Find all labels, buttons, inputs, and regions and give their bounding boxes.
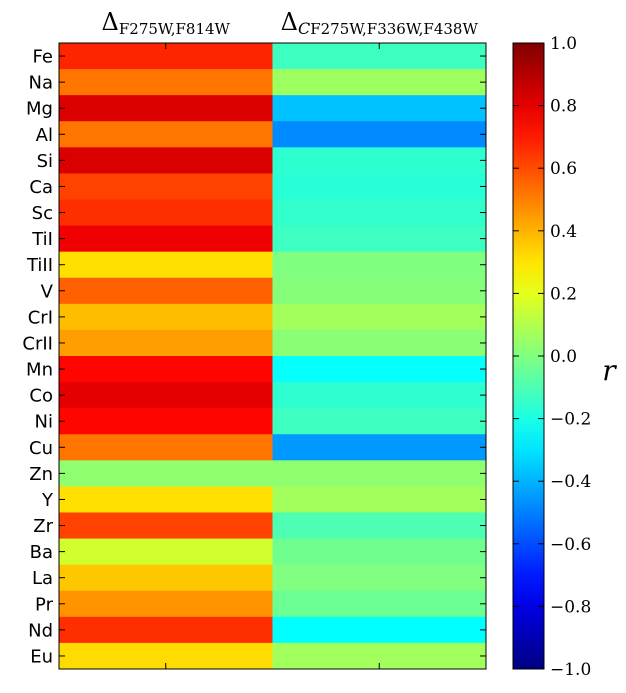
heatmap-cell-la-0 xyxy=(59,564,273,592)
row-label-crii: CrII xyxy=(22,333,53,354)
heatmap-cell-sc-0 xyxy=(59,199,273,227)
heatmap-cell-mn-1 xyxy=(272,356,487,383)
heatmap-cell-ba-1 xyxy=(272,538,487,566)
row-label-y: Y xyxy=(41,490,54,511)
heatmap-cell-tiii-0 xyxy=(59,251,273,279)
column-header-subscript: F275W,F814W xyxy=(119,20,231,38)
column-headers: ΔF275W,F814W ΔCF275W,F336W,F438W xyxy=(102,8,479,38)
row-label-ni: Ni xyxy=(35,412,53,433)
heatmap-cell-tii-1 xyxy=(272,225,487,253)
colorbar-tick-label: 0.4 xyxy=(550,222,577,242)
colorbar-tick-label: 0.2 xyxy=(550,284,577,304)
row-label-v: V xyxy=(41,281,54,302)
column-header-symbol: Δ xyxy=(281,8,298,36)
row-label-zn: Zn xyxy=(29,464,53,485)
column-header-symbol: Δ xyxy=(102,8,119,36)
row-label-al: Al xyxy=(36,125,53,146)
heatmap-cell-zn-0 xyxy=(59,460,273,487)
row-label-cu: Cu xyxy=(29,438,53,459)
row-labels: Fe Na Mg Al Si Ca Sc TiI TiII V CrI CrII Mn Co Ni Cu Zn Y… xyxy=(22,47,54,668)
colorbar-tick-label: 0.8 xyxy=(550,97,577,117)
row-label-zr: Zr xyxy=(33,516,53,537)
heatmap-cell-mn-0 xyxy=(59,356,273,383)
row-label-sc: Sc xyxy=(32,203,53,224)
row-label-tiii: TiII xyxy=(26,255,53,276)
heatmap-cell-zr-1 xyxy=(272,512,487,540)
column-header-0: ΔF275W,F814W xyxy=(102,8,231,38)
row-label-nd: Nd xyxy=(28,620,53,641)
row-label-ba: Ba xyxy=(30,542,53,563)
heatmap-cell-si-1 xyxy=(272,147,487,174)
row-label-na: Na xyxy=(29,73,54,94)
heatmap-cell-pr-1 xyxy=(272,590,487,618)
colorbar-tick-label: −0.2 xyxy=(550,410,591,430)
row-label-pr: Pr xyxy=(35,594,54,615)
heatmap-cell-v-1 xyxy=(272,277,487,305)
colorbar-tick-label: −0.6 xyxy=(550,535,591,555)
row-label-la: La xyxy=(32,568,53,589)
heatmap-cell-ca-0 xyxy=(59,173,273,200)
heatmap-cell-zr-0 xyxy=(59,512,273,540)
heatmap-cell-cri-0 xyxy=(59,303,273,331)
heatmap-cell-si-0 xyxy=(59,147,273,174)
colorbar-tick-label: −0.4 xyxy=(550,472,591,492)
heatmap-cell-pr-0 xyxy=(59,590,273,618)
heatmap-cell-ca-1 xyxy=(272,173,487,200)
colorbar: 1.0 0.8 0.6 0.4 0.2 0.0 −0.2 −0.4 −0.6 −0.8 −1.0 r xyxy=(512,34,617,680)
heatmap-cell-al-0 xyxy=(59,121,273,148)
colorbar-tick-label: 0.6 xyxy=(550,159,577,179)
heatmap-cell-cu-1 xyxy=(272,434,487,461)
heatmap-cell-crii-0 xyxy=(59,329,273,357)
row-label-fe: Fe xyxy=(33,47,53,68)
plot-border xyxy=(58,42,487,670)
plot-frame xyxy=(58,42,487,670)
heatmap-cell-ba-0 xyxy=(59,538,273,566)
heatmap-cell-mg-1 xyxy=(272,95,487,122)
row-label-mg: Mg xyxy=(26,99,53,120)
colorbar-tick-label: −1.0 xyxy=(550,660,591,680)
heatmap-cell-nd-0 xyxy=(59,616,273,644)
row-label-mn: Mn xyxy=(26,360,53,381)
colorbar-label: r xyxy=(602,354,617,387)
heatmap-cell-y-1 xyxy=(272,486,487,513)
heatmap-cell-y-0 xyxy=(59,486,273,513)
row-label-si: Si xyxy=(37,151,53,172)
heatmap-cell-co-1 xyxy=(272,382,487,409)
heatmap-cell-zn-1 xyxy=(272,460,487,487)
heatmap-cell-cu-0 xyxy=(59,434,273,461)
heatmap-cell-tiii-1 xyxy=(272,251,487,279)
row-label-ca: Ca xyxy=(29,177,53,198)
row-label-co: Co xyxy=(29,386,53,407)
row-label-eu: Eu xyxy=(30,646,53,667)
heatmap-cell-cri-1 xyxy=(272,303,487,331)
column-header-subscript: F275W,F336W,F438W xyxy=(310,20,478,38)
heatmap-cell-la-1 xyxy=(272,564,487,592)
colorbar-tick-label: 0.0 xyxy=(550,347,577,367)
heatmap-cell-na-0 xyxy=(59,69,273,96)
colorbar-tick-label: −0.8 xyxy=(550,597,591,617)
heatmap-cell-sc-1 xyxy=(272,199,487,227)
heatmap-cell-nd-1 xyxy=(272,616,487,644)
heatmap-cell-na-1 xyxy=(272,69,487,96)
column-header-1: ΔCF275W,F336W,F438W xyxy=(281,8,479,38)
heatmap-cell-al-1 xyxy=(272,121,487,148)
heatmap-cell-mg-0 xyxy=(59,95,273,122)
row-label-cri: CrI xyxy=(28,307,53,328)
heatmap-cell-tii-0 xyxy=(59,225,273,253)
colorbar-tick-label: 1.0 xyxy=(550,34,577,54)
heatmap-cell-v-0 xyxy=(59,277,273,305)
heatmap-cells xyxy=(59,43,487,670)
row-label-tii: TiI xyxy=(31,229,53,250)
heatmap-cell-co-0 xyxy=(59,382,273,409)
heatmap-cell-ni-0 xyxy=(59,408,273,435)
heatmap-cell-ni-1 xyxy=(272,408,487,435)
heatmap-cell-crii-1 xyxy=(272,329,487,357)
column-header-prefix: C xyxy=(298,19,310,38)
